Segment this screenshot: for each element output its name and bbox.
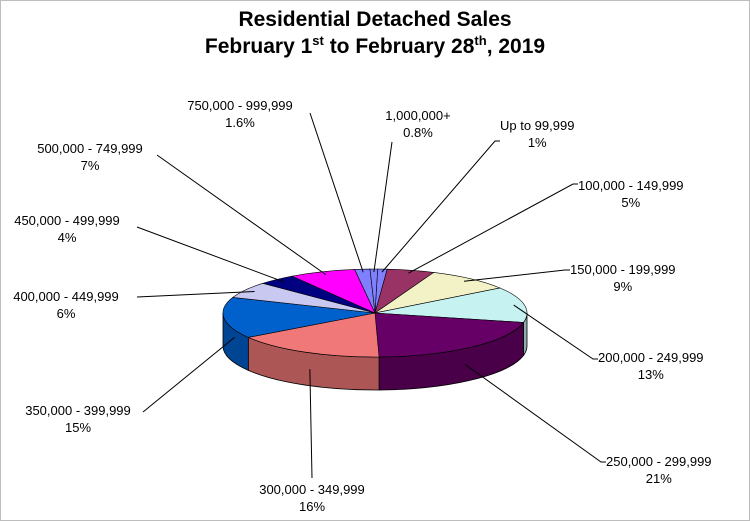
slice-value-750-000-999-999: 1.6% xyxy=(225,115,255,130)
leader-250-000-299-999 xyxy=(464,363,606,463)
slice-200-000-249-999 xyxy=(374,287,528,323)
slice-value-100-000-149-999: 5% xyxy=(621,195,640,210)
pie-tops xyxy=(222,268,528,358)
leader-200-000-249-999 xyxy=(513,304,598,360)
slice-label-350-000-399-999: 350,000 - 399,999 xyxy=(25,403,131,418)
chart-title-line1: Residential Detached Sales xyxy=(238,8,512,31)
slice-350-000-399-999 xyxy=(222,297,376,338)
slice-value-1-000-000: 0.8% xyxy=(403,125,433,140)
slice-value-150-000-199-999: 9% xyxy=(613,279,632,294)
slice-label-750-000-999-999: 750,000 - 999,999 xyxy=(187,98,293,113)
slice-value-up-to-99-999: 1% xyxy=(528,135,547,150)
title-part-year: , 2019 xyxy=(486,35,546,58)
slice-label-100-000-149-999: 100,000 - 149,999 xyxy=(578,178,684,193)
pie-sides xyxy=(222,312,528,391)
slice-value-450-000-499-999: 4% xyxy=(58,230,77,245)
slice-300-000-349-999 xyxy=(247,312,380,358)
leader-400-000-449-999 xyxy=(136,291,255,298)
title-sup-th: th xyxy=(474,33,487,48)
title-part-date2: to February 28 xyxy=(323,35,475,58)
slice-value-300-000-349-999: 16% xyxy=(299,499,325,514)
slice-value-350-000-399-999: 15% xyxy=(65,420,91,435)
slice-label-450-000-499-999: 450,000 - 499,999 xyxy=(14,213,120,228)
title-sup-st: st xyxy=(312,33,324,48)
slice-250-000-299-999 xyxy=(374,312,525,358)
slice-label-500-000-749-999: 500,000 - 749,999 xyxy=(37,141,143,156)
leader-750-000-999-999 xyxy=(309,112,364,273)
slice-labels: Up to 99,999 1% 100,000 - 149,999 5% 150,000… xyxy=(13,98,711,514)
slice-150-000-199-999 xyxy=(374,272,502,314)
chart-title: Residential Detached Sales February 1st … xyxy=(0,6,750,60)
title-part-date1: February 1 xyxy=(204,35,313,58)
chart-title-line2: February 1st to February 28th, 2019 xyxy=(0,33,750,60)
slice-value-250-000-299-999: 21% xyxy=(646,471,672,486)
leader-350-000-399-999 xyxy=(142,336,235,413)
slice-label-150-000-199-999: 150,000 - 199,999 xyxy=(570,262,676,277)
slice-value-400-000-449-999: 6% xyxy=(57,306,76,321)
leader-1-000-000 xyxy=(373,141,393,273)
slice-label-400-000-449-999: 400,000 - 449,999 xyxy=(13,289,119,304)
leader-300-000-349-999 xyxy=(309,369,313,479)
slice-label-1-000-000: 1,000,000+ xyxy=(385,108,450,123)
slice-1-000-000 xyxy=(369,268,378,314)
leader-up-to-99-999 xyxy=(381,140,500,273)
leader-lines xyxy=(136,112,606,479)
slice-value-500-000-749-999: 7% xyxy=(81,158,100,173)
slice-label-250-000-299-999: 250,000 - 299,999 xyxy=(606,454,712,469)
leader-450-000-499-999 xyxy=(136,226,284,283)
leader-100-000-149-999 xyxy=(408,183,578,274)
slice-label-200-000-249-999: 200,000 - 249,999 xyxy=(598,350,704,365)
leader-500-000-749-999 xyxy=(156,154,327,276)
slice-label-up-to-99-999: Up to 99,999 xyxy=(500,118,574,133)
leader-150-000-199-999 xyxy=(463,269,570,282)
slice-value-200-000-249-999: 13% xyxy=(638,367,664,382)
slice-label-300-000-349-999: 300,000 - 349,999 xyxy=(259,482,365,497)
